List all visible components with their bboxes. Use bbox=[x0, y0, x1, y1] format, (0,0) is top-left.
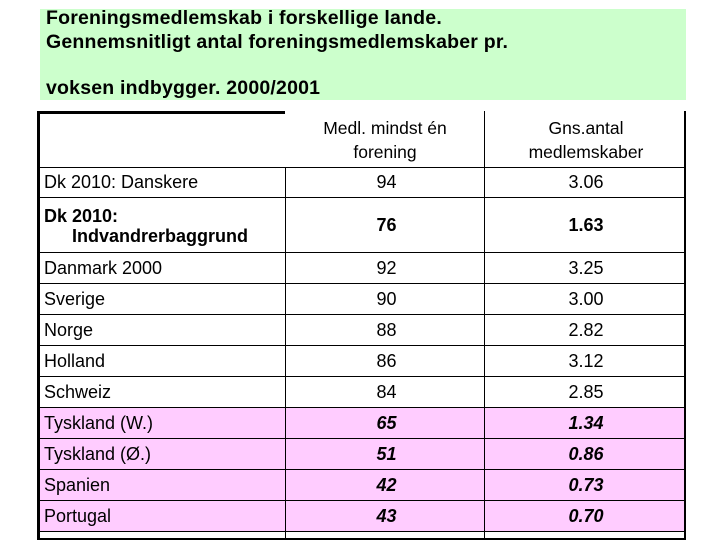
grid-line bbox=[37, 197, 686, 198]
cell-members-pct: 51 bbox=[287, 439, 486, 470]
cell-average: 3.25 bbox=[568, 258, 604, 278]
grid-line bbox=[37, 345, 686, 346]
header-col-average-line1: Gns.antal bbox=[548, 118, 624, 138]
cell-average: 2.85 bbox=[568, 382, 604, 402]
grid-line bbox=[37, 500, 686, 501]
grid-line bbox=[37, 407, 686, 408]
row-label: Tyskland (Ø.) bbox=[38, 439, 287, 470]
cell-average: 0.70 bbox=[486, 501, 686, 532]
grid-line bbox=[684, 111, 686, 540]
cell-average: 3.00 bbox=[568, 289, 604, 309]
cell-average: 3.06 bbox=[568, 172, 604, 192]
grid-line bbox=[37, 531, 686, 532]
row-label: Dk 2010: Indvandrerbaggrund bbox=[38, 198, 287, 253]
grid-line bbox=[285, 167, 286, 540]
cell-members-pct: 43 bbox=[287, 501, 486, 532]
row-label: Norge bbox=[44, 320, 94, 340]
membership-table: Medl. mindst én forening Gns.antal medle… bbox=[37, 111, 686, 540]
header-col-average: Gns.antal medlemskaber bbox=[486, 113, 686, 167]
row-label: Danmark 2000 bbox=[44, 258, 163, 278]
row-label: Holland bbox=[44, 351, 106, 371]
cell-average: 0.86 bbox=[486, 439, 686, 470]
grid-line bbox=[37, 252, 686, 253]
grid-line bbox=[37, 283, 686, 284]
title-box: Foreningsmedlemskab i forskellige lande.… bbox=[40, 7, 686, 100]
cell-members-pct: 88 bbox=[376, 320, 397, 340]
grid-line bbox=[37, 314, 686, 315]
grid-line bbox=[37, 376, 686, 377]
grid-line bbox=[37, 438, 686, 439]
grid-line bbox=[37, 111, 285, 114]
cell-average: 1.34 bbox=[486, 408, 686, 439]
row-label: Spanien bbox=[38, 470, 287, 501]
title-line-2: Gennemsnitligt antal foreningsmedlemskab… bbox=[46, 31, 509, 53]
cell-average: 0.73 bbox=[486, 470, 686, 501]
row-label: Sverige bbox=[44, 289, 106, 309]
row-label: Dk 2010: Danskere bbox=[44, 172, 199, 192]
cell-average: 1.63 bbox=[568, 215, 604, 235]
cell-members-pct: 90 bbox=[376, 289, 397, 309]
row-label: Portugal bbox=[38, 501, 287, 532]
title-line-3: voksen indbygger. 2000/2001 bbox=[46, 77, 321, 99]
row-label: Schweiz bbox=[44, 382, 112, 402]
header-blank bbox=[40, 114, 284, 168]
cell-members-pct: 92 bbox=[376, 258, 397, 278]
header-col-members-line1: Medl. mindst én bbox=[323, 118, 447, 138]
grid-line bbox=[37, 538, 686, 540]
row-label-line1: Dk 2010: bbox=[44, 205, 119, 226]
header-col-average-line2: medlemskaber bbox=[528, 142, 644, 162]
grid-line bbox=[484, 111, 485, 540]
title-line-1: Foreningsmedlemskab i forskellige lande. bbox=[46, 7, 442, 29]
grid-line bbox=[37, 111, 40, 540]
cell-members-pct: 65 bbox=[287, 408, 486, 439]
row-label: Tyskland (W.) bbox=[38, 408, 287, 439]
grid-line bbox=[37, 469, 686, 470]
row-label-line2: Indvandrerbaggrund bbox=[72, 225, 249, 246]
cell-members-pct: 76 bbox=[376, 215, 397, 235]
header-col-members: Medl. mindst én forening bbox=[287, 113, 483, 167]
cell-average: 3.12 bbox=[568, 351, 604, 371]
cell-average: 2.82 bbox=[568, 320, 604, 340]
cell-members-pct: 94 bbox=[376, 172, 397, 192]
cell-members-pct: 86 bbox=[376, 351, 397, 371]
header-col-members-line2: forening bbox=[353, 142, 417, 162]
grid-line bbox=[37, 167, 686, 168]
cell-members-pct: 42 bbox=[287, 470, 486, 501]
cell-members-pct: 84 bbox=[376, 382, 397, 402]
